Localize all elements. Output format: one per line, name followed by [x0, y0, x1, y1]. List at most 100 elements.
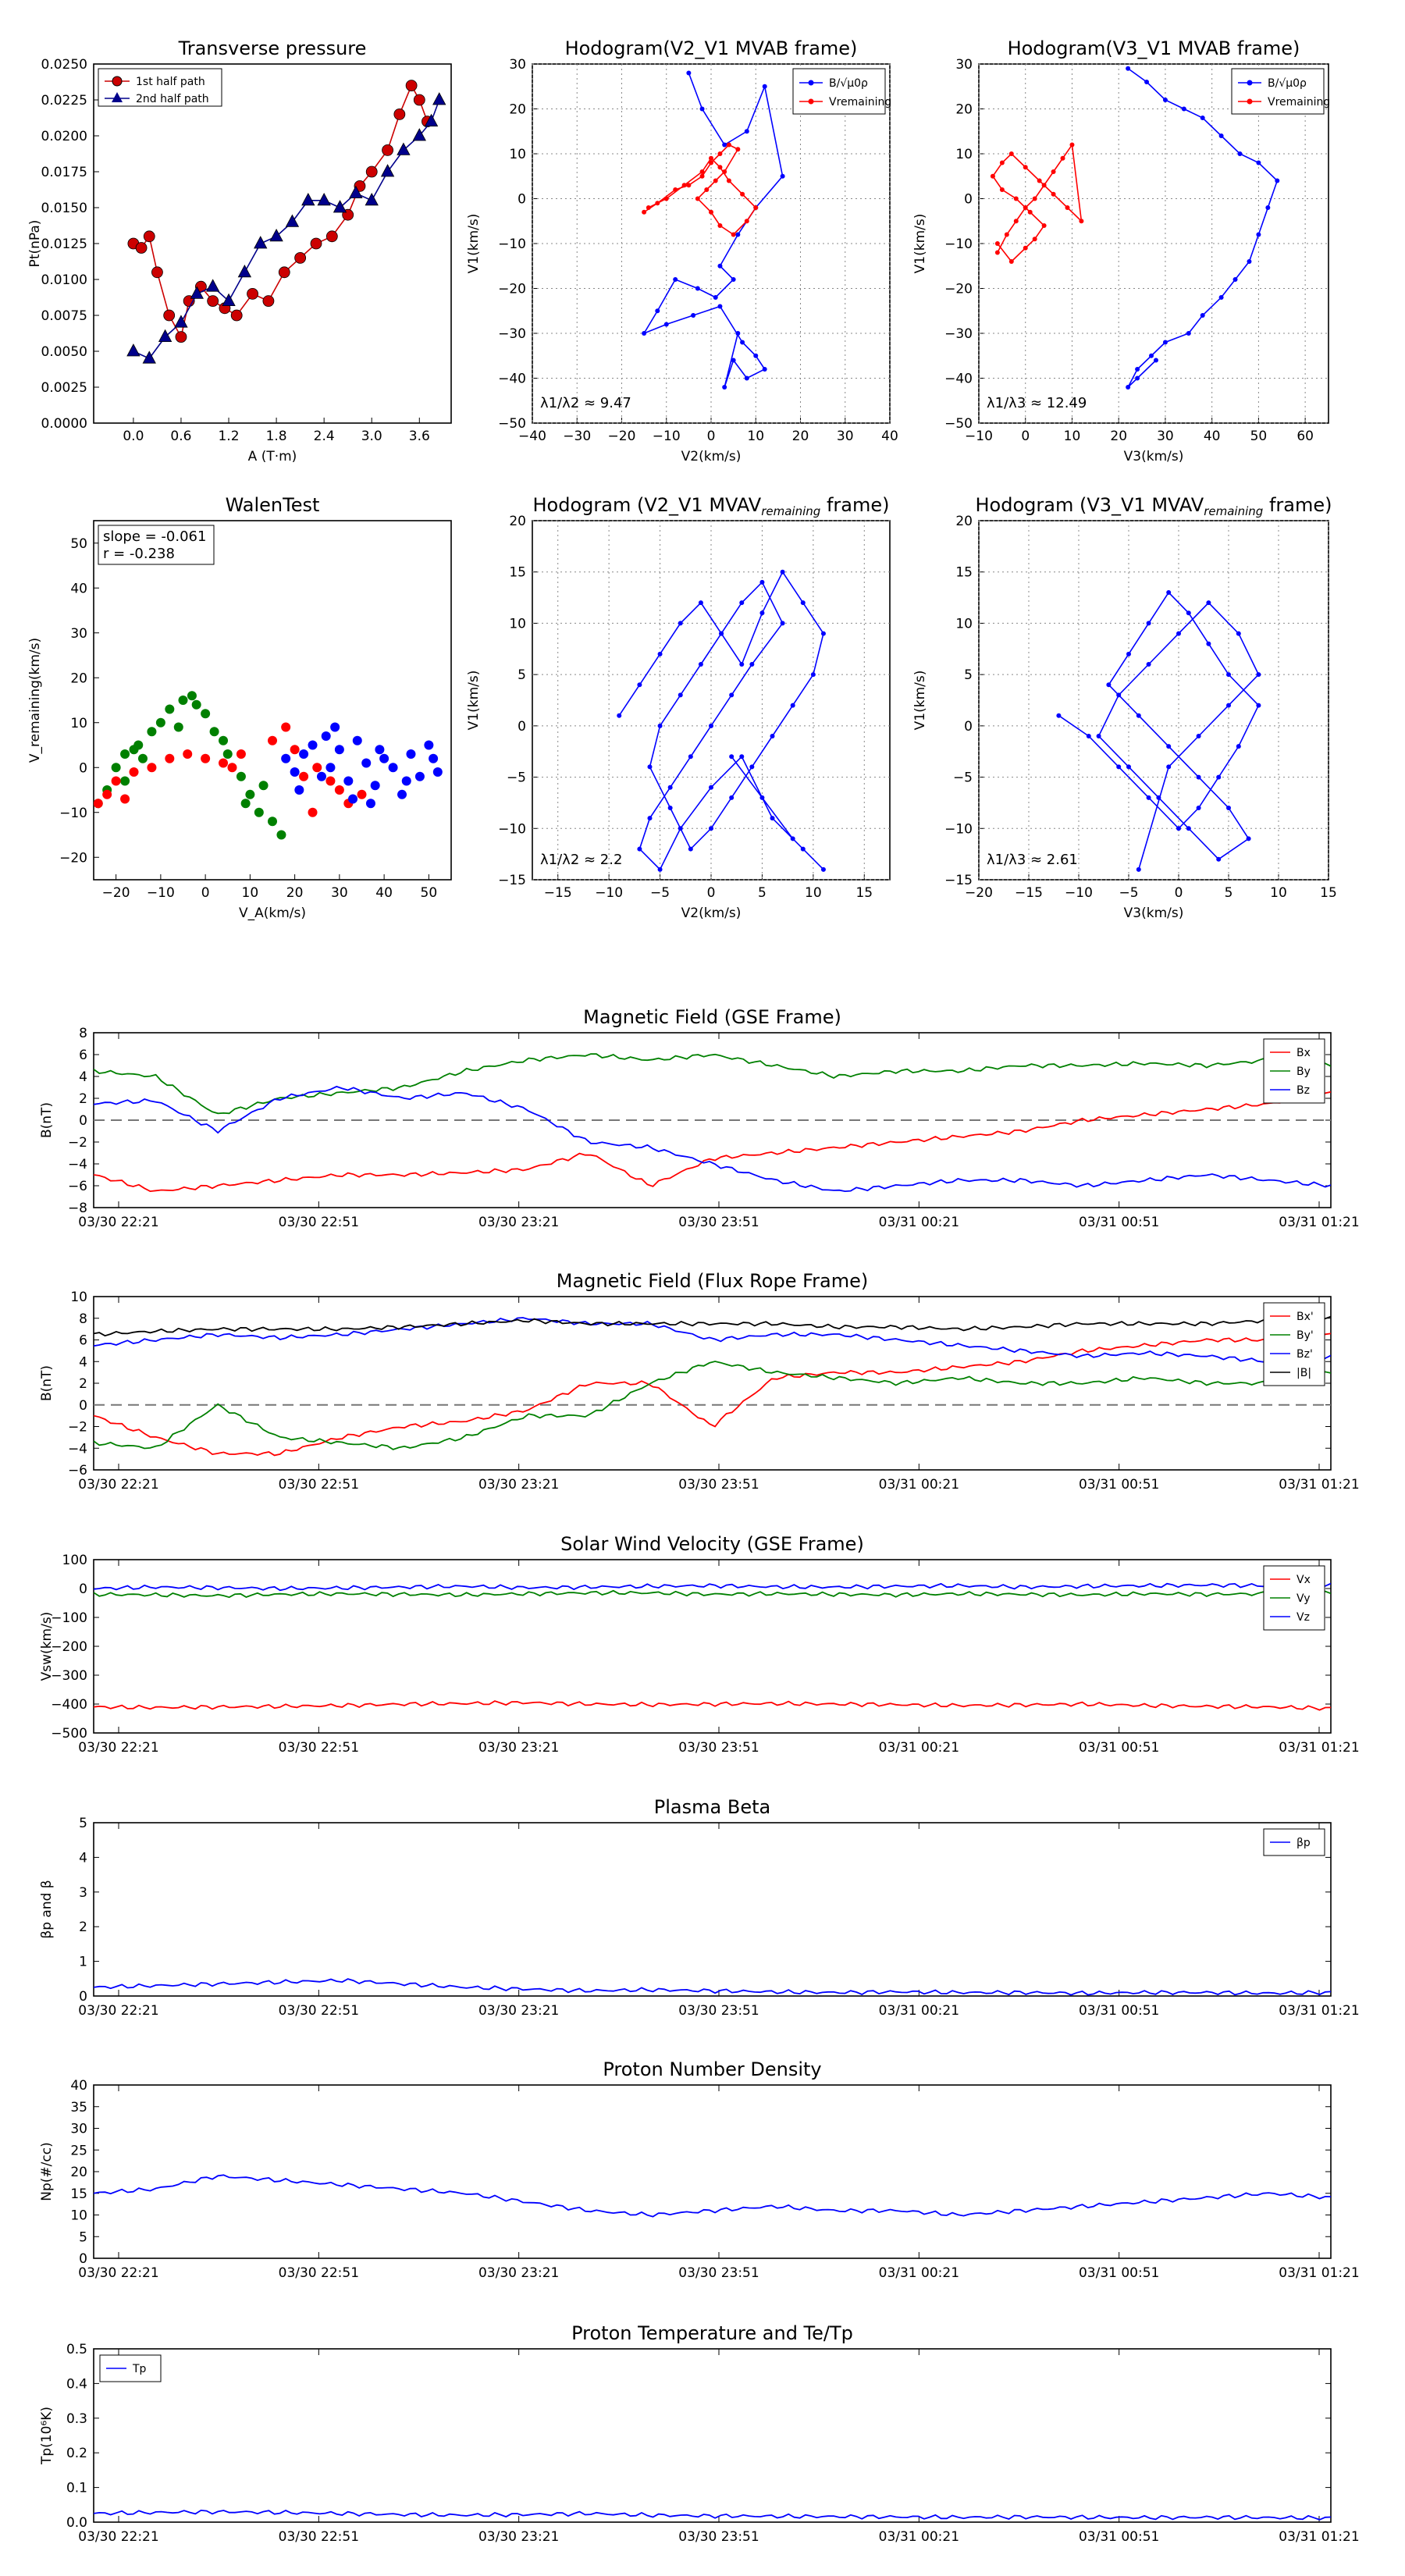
vsw-legend-label: Vy	[1297, 1592, 1311, 1605]
hodo_mvav_v3-xtick-label: 0	[1175, 885, 1183, 901]
hodo_mvav_v2-point	[780, 569, 785, 575]
mag_gse-series-Bz	[94, 1085, 1331, 1193]
mag_fr-legend-label: By'	[1297, 1329, 1314, 1342]
hodo_v2v1-plot-area	[642, 70, 785, 390]
hodo_v2v1-ytick-label: 10	[509, 147, 526, 162]
hodo_v2v1-point	[722, 142, 727, 148]
hodo_mvav_v2-point	[678, 621, 683, 626]
vsw-xtick-label: 03/30 23:21	[478, 1740, 559, 1756]
transverse-point	[301, 192, 315, 206]
hodo_v3v1-point	[1162, 98, 1168, 102]
transverse-legend-label: 2nd half path	[136, 93, 209, 105]
hodo_v3v1-xtick-label: 40	[1204, 429, 1221, 444]
mag_fr-ytick-label: 8	[79, 1311, 87, 1327]
hodo_v2v1-point	[717, 304, 723, 309]
hodo_v3v1-point	[1004, 232, 1009, 237]
hodo_v2v1-point	[695, 286, 700, 291]
hodo_v2v1-ytick-label: −50	[498, 416, 526, 432]
hodo_v3v1-ytick-label: 0	[964, 192, 973, 208]
transverse-ytick-label: 0.0250	[41, 57, 87, 73]
mag_gse-ytick-label: 6	[79, 1048, 87, 1063]
hodo_mvav_v3-ytick-label: −15	[944, 873, 973, 888]
walen-point	[334, 745, 344, 755]
hodo_mvav_v3-xtick-label: −5	[1119, 885, 1138, 901]
walen-ytick-label: 40	[70, 581, 87, 596]
transverse-point	[262, 295, 275, 308]
hodo_v2v1-point	[780, 173, 785, 179]
transverse-point	[412, 128, 426, 141]
hodo_mvav_v3-point	[1156, 795, 1161, 800]
hodo_v3v1-point	[1051, 169, 1056, 174]
hodo_mvav_v2-point	[617, 713, 622, 718]
hodo_v2v1-point	[744, 129, 749, 134]
transverse-ytick-label: 0.0000	[41, 416, 87, 432]
hodo_mvav_v3-point	[1126, 651, 1131, 656]
hodo_v2v1-point	[663, 322, 669, 327]
tp-ytick-label: 0.1	[66, 2481, 87, 2496]
transverse-point	[382, 144, 393, 156]
hodo_v3v1-ytick-label: −10	[944, 237, 973, 252]
hodo_v3v1-point	[1218, 295, 1224, 300]
transverse-ytick-label: 0.0225	[41, 93, 87, 109]
walen-point	[137, 753, 148, 763]
transverse-point	[380, 164, 395, 177]
hodo_v3v1-point	[1032, 237, 1037, 242]
hodo_v3v1-legend-label: B/√μ0ρ	[1268, 77, 1307, 90]
hodo_mvav_v3-ytick-label: 10	[955, 616, 973, 632]
hodo_v2v1-xtick-label: −10	[653, 429, 681, 444]
hodo_mvav_v3-ytick-label: −10	[944, 821, 973, 837]
hodo_v2v1-eigen-ratio: λ1/λ2 ≈ 9.47	[540, 395, 631, 411]
walen-point	[330, 722, 340, 732]
hodo_v3v1-xtick-label: 60	[1297, 429, 1314, 444]
walen-point	[290, 745, 300, 755]
walen-point	[209, 727, 219, 737]
hodo_v3v1-point	[1126, 66, 1131, 71]
walen-point	[147, 763, 157, 773]
hodo_v2v1-point	[735, 147, 741, 152]
hodo_v2v1-xtick-label: −30	[563, 429, 591, 444]
hodo_mvav_v2-point	[637, 682, 642, 688]
hodo_mvav_v2-point	[667, 785, 673, 790]
hodo_v2v1-ytick-label: 20	[509, 102, 526, 118]
hodo_v2v1-point	[673, 277, 678, 282]
hodo_v2v1-point	[762, 367, 767, 372]
walen-point	[325, 776, 336, 786]
hodo_v2v1-series-1-line	[643, 144, 757, 236]
hodo_mvav_v3-frame	[978, 520, 1329, 881]
walen-point	[290, 767, 300, 777]
walen-point	[155, 717, 165, 728]
np-title: Proton Number Density	[603, 2058, 821, 2080]
mag_gse-ytick-label: −8	[68, 1201, 87, 1216]
hodo_mvav_v2-xtick-label: 10	[805, 885, 822, 901]
hodo_mvav_v2-point	[657, 723, 663, 728]
walen-xtick-label: 30	[331, 885, 348, 901]
hodo_mvav_v2-point	[729, 754, 735, 760]
hodo_v3v1-point	[1041, 223, 1047, 228]
mag_fr-frame	[93, 1296, 1332, 1471]
hodo_mvav_v2-point	[749, 764, 755, 770]
walen-point	[187, 691, 197, 701]
hodo_mvav_v2-point	[647, 764, 653, 770]
hodo_mvav_v2-point	[800, 846, 806, 852]
hodo_v2v1-point	[744, 375, 749, 381]
hodo_v3v1-ytick-label: −50	[944, 416, 973, 432]
mag_gse-ytick-label: 2	[79, 1091, 87, 1107]
walen-point	[245, 789, 255, 799]
walen-point	[120, 794, 130, 804]
hodo_mvav_v2-xtick-label: 15	[855, 885, 873, 901]
hodo_mvav_v3-point	[1256, 672, 1261, 678]
transverse-point	[365, 165, 378, 178]
hodo_mvav_v2-point	[647, 816, 653, 821]
hodo_v2v1-point	[709, 155, 713, 161]
vsw-xtick-label: 03/30 22:21	[78, 1740, 158, 1756]
hodo_mvav_v2-ytick-label: 0	[518, 719, 526, 735]
hodo_v3v1-eigen-ratio: λ1/λ3 ≈ 12.49	[987, 395, 1087, 411]
transverse-xtick-label: 0.0	[123, 429, 144, 444]
walen-point	[94, 799, 103, 809]
vsw-ylabel: Vsw(km/s)	[39, 1612, 55, 1681]
hodo_mvav_v3-point	[1146, 662, 1151, 667]
transverse-point	[325, 230, 338, 243]
np-ytick-label: 30	[70, 2122, 87, 2137]
walen-ytick-label: 0	[79, 760, 87, 776]
